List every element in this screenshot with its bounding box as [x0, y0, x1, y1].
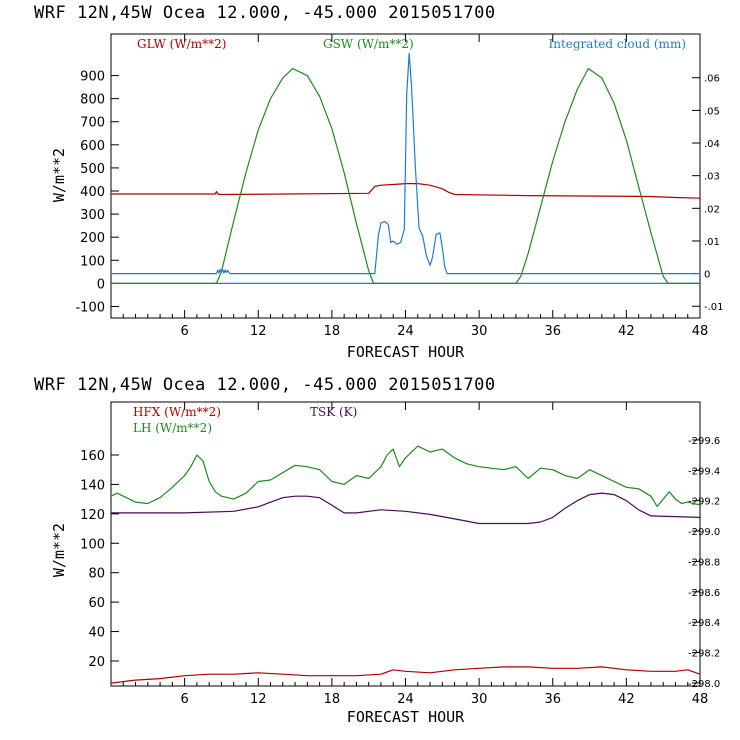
panel1-series-line: [111, 67, 700, 284]
panel2-rtick-label: -299.2: [688, 497, 720, 508]
panel2-series-line: [111, 492, 701, 525]
panel1-xlabel: FORECAST HOUR: [347, 343, 465, 361]
panel2-plot: 6 12 18 24 30 36 42 48 20 40 60 80 100 120 140 160 -298.…: [50, 401, 720, 726]
panel2-legend-entry: LH (W/m**2): [133, 421, 212, 435]
panel1-ytick-label: 700: [80, 116, 105, 131]
panel1-rtick-label: .04: [704, 139, 720, 150]
panel2-series-line: [110, 666, 701, 684]
panel1-xtick-label: 42: [618, 324, 635, 339]
panel1-ytick-label: 400: [80, 185, 105, 200]
panel1-xtick-label: 12: [250, 324, 267, 339]
panel1-rtick-label: .05: [704, 106, 720, 117]
panel1-ytick-label: 800: [80, 93, 105, 108]
panel1-header: WRF 12N,45W Ocea 12.000, -45.000 2015051…: [34, 3, 496, 23]
panel2-series-line: [110, 445, 701, 508]
panel2-ytick-label: 20: [88, 655, 105, 670]
panel1-rtick-label: 0: [704, 270, 710, 281]
panel1-ytick-label: 500: [80, 162, 105, 177]
panel1-xtick-label: 18: [324, 324, 341, 339]
panel1-legend-entry: GLW (W/m**2): [137, 37, 226, 51]
panel1-plot: 6 12 18 24 30 36 42 48 -100 0 100 200 300 400 500 600 70…: [50, 33, 724, 361]
panel2-xlabel: FORECAST HOUR: [347, 708, 465, 726]
panel2-ytick-label: 100: [80, 537, 105, 552]
panel1-xtick-label: 30: [471, 324, 488, 339]
panel2-ytick-label: 120: [80, 508, 105, 523]
panel2-ytick-label: 160: [80, 449, 105, 464]
panel2-xtick-label: 36: [544, 692, 561, 707]
panel2-rtick-label: -299.0: [688, 527, 720, 538]
panel2-xtick-label: 6: [180, 692, 188, 707]
panel2-ytick-label: 60: [88, 596, 105, 611]
panel2-xtick-label: 24: [397, 692, 414, 707]
panel1-ytick-label: 600: [80, 139, 105, 154]
panel1-ytick-label: 100: [80, 254, 105, 269]
panel2-legend-entry: TSK (K): [310, 405, 357, 419]
panel2-rtick-label: -299.6: [688, 436, 720, 447]
panel1-series-line: [111, 52, 700, 275]
panel2-xtick-label: 30: [471, 692, 488, 707]
panel1-rtick-label: -.01: [704, 302, 724, 313]
panel1-xtick-label: 48: [692, 324, 709, 339]
panel1-ytick-label: 900: [80, 70, 105, 85]
panel1-legend-entry: Integrated cloud (mm): [548, 37, 686, 51]
panel1-ytick-label: 300: [80, 208, 105, 223]
panel1-rtick-label: .03: [704, 172, 720, 183]
panel2-xtick-label: 12: [250, 692, 267, 707]
panel2-ylabel: W/m**2: [50, 523, 68, 577]
panel2-xtick-label: 18: [324, 692, 341, 707]
panel2-legend-entry: HFX (W/m**2): [133, 405, 221, 419]
panel1-legend-entry: GSW (W/m**2): [323, 37, 414, 51]
panel2-frame: [110, 401, 701, 687]
panel1-ytick-label: -100: [75, 300, 105, 315]
panel2-rtick-label: -298.4: [688, 618, 720, 629]
panel2-ytick-label: 80: [88, 567, 105, 582]
panel1-ytick-label: 200: [80, 231, 105, 246]
panel1-ytick-label: 0: [97, 277, 105, 292]
panel2-rtick-label: -298.0: [688, 679, 720, 690]
panel2-ytick-label: 40: [88, 626, 105, 641]
panel2-rtick-label: -298.2: [688, 649, 720, 660]
panel1-xtick-label: 24: [397, 324, 414, 339]
panel2-xtick-label: 48: [692, 692, 709, 707]
panel1-rtick-label: .06: [704, 74, 720, 85]
panel1-xtick-label: 6: [180, 324, 188, 339]
panel1-series-line: [111, 183, 701, 199]
panel2-header: WRF 12N,45W Ocea 12.000, -45.000 2015051…: [34, 375, 496, 395]
panel2-rtick-label: -299.4: [688, 466, 720, 477]
panel1-ylabel: W/m**2: [50, 148, 68, 202]
panel1-rtick-label: .02: [704, 204, 720, 215]
panel2-ytick-label: 140: [80, 478, 105, 493]
panel1-rtick-label: .01: [704, 237, 720, 248]
panel1-xtick-label: 36: [544, 324, 561, 339]
panel2-xtick-label: 42: [618, 692, 635, 707]
panel2-rtick-label: -298.6: [688, 588, 720, 599]
panel2-rtick-label: -298.8: [688, 557, 720, 568]
